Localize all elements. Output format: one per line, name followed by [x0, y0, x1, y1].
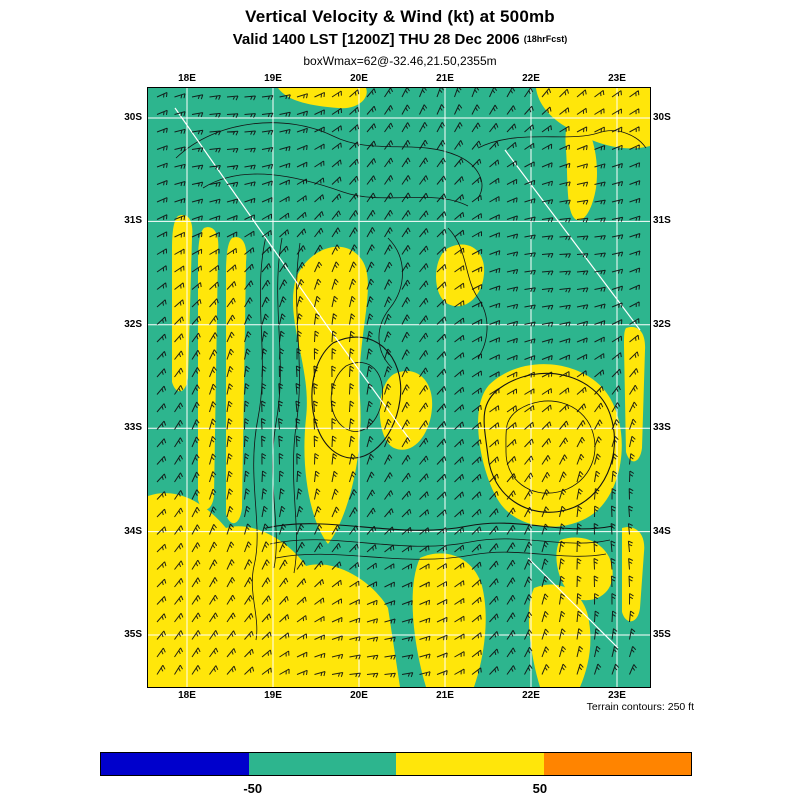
x-tick-top: 22E [522, 73, 540, 84]
wind-barbs-layer [156, 88, 641, 678]
x-tick-bottom: 22E [522, 690, 540, 701]
valid-time-text: Valid 1400 LST [1200Z] THU 28 Dec 2006 [232, 31, 520, 48]
colorbar-segment-3 [543, 753, 691, 775]
colorbar [100, 752, 692, 776]
x-tick-top: 21E [436, 73, 454, 84]
colorbar-segment-2 [396, 753, 544, 775]
colorbar-tick-label: -50 [243, 781, 263, 796]
map-canvas [148, 88, 650, 687]
x-tick-bottom: 21E [436, 690, 454, 701]
y-tick-left: 31S [124, 215, 142, 226]
chart-title: Vertical Velocity & Wind (kt) at 500mb [245, 7, 555, 26]
x-tick-top: 18E [178, 73, 196, 84]
map-boundary-line [527, 557, 619, 649]
colorbar-segment-0 [101, 753, 249, 775]
y-tick-right: 30S [653, 112, 671, 123]
chart-subtitle: Valid 1400 LST [1200Z] THU 28 Dec 2006 (… [0, 31, 800, 48]
colorbar-segment-1 [248, 753, 396, 775]
x-tick-top: 19E [264, 73, 282, 84]
y-tick-right: 34S [653, 526, 671, 537]
forecast-hour-tag: (18hrFcst) [523, 34, 568, 44]
y-tick-left: 35S [124, 629, 142, 640]
x-tick-bottom: 20E [350, 690, 368, 701]
map-boundary-line [504, 149, 641, 331]
vertical-velocity-fill-layer [148, 88, 650, 687]
x-tick-bottom: 18E [178, 690, 196, 701]
x-tick-top: 20E [350, 73, 368, 84]
map-plot-area [147, 87, 651, 688]
y-tick-right: 33S [653, 422, 671, 433]
colorbar-tick-label: 50 [532, 781, 548, 796]
terrain-footnote: Terrain contours: 250 ft [586, 701, 694, 713]
x-tick-top: 23E [608, 73, 626, 84]
wmax-annotation: boxWmax=62@-32.46,21.50,2355m [303, 54, 497, 68]
y-tick-left: 34S [124, 526, 142, 537]
y-tick-left: 33S [124, 422, 142, 433]
y-tick-right: 35S [653, 629, 671, 640]
y-tick-left: 32S [124, 319, 142, 330]
y-tick-left: 30S [124, 112, 142, 123]
y-tick-right: 32S [653, 319, 671, 330]
y-tick-right: 31S [653, 215, 671, 226]
x-tick-bottom: 19E [264, 690, 282, 701]
map-boundary-line [174, 107, 331, 331]
